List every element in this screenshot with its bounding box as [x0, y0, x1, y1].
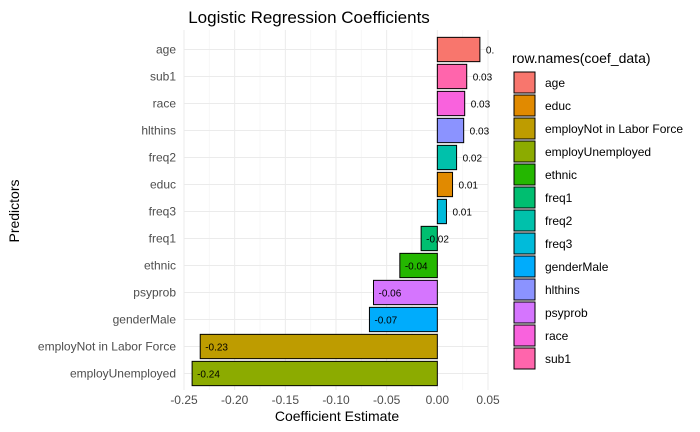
legend-key: [513, 117, 536, 140]
bar-race: [436, 90, 466, 117]
data-label: -0.04: [405, 262, 428, 273]
x-tick-label: -0.15: [272, 393, 300, 407]
data-label: 0.03: [470, 127, 490, 138]
x-tick-label: -0.10: [322, 393, 350, 407]
legend-key: [513, 255, 536, 278]
y-tick-label: age: [156, 43, 176, 57]
data-label: -0.24: [197, 370, 220, 381]
legend-key: [513, 324, 536, 347]
x-tick-label: -0.25: [170, 393, 198, 407]
x-tick-label: -0.20: [221, 393, 249, 407]
legend-title: row.names(coef_data): [512, 50, 651, 66]
legend-key: [513, 71, 536, 94]
legend-label: educ: [545, 99, 571, 113]
x-tick-label: -0.05: [373, 393, 401, 407]
y-tick-label: psyprob: [133, 286, 176, 300]
legend-label: ethnic: [545, 168, 577, 182]
legend-label: employNot in Labor Force: [545, 122, 683, 136]
y-tick-label: freq3: [149, 205, 177, 219]
bar-hlthins: [436, 117, 465, 144]
legend-label: genderMale: [545, 260, 609, 274]
data-label: -0.23: [205, 343, 228, 354]
y-tick-label: ethnic: [144, 259, 176, 273]
bar-freq1: [420, 225, 438, 252]
data-label: 0.01: [459, 181, 479, 192]
legend-key: [513, 94, 536, 117]
legend-label: freq2: [545, 214, 573, 228]
y-tick-label: educ: [150, 178, 176, 192]
y-axis-title: Predictors: [6, 179, 22, 242]
bar-psyprob: [372, 279, 438, 306]
legend-label: psyprob: [545, 306, 588, 320]
data-label: 0.03: [473, 73, 493, 84]
legend-label: age: [545, 76, 565, 90]
y-tick-label: employUnemployed: [70, 367, 176, 381]
legend-key: [513, 209, 536, 232]
legend-key: [513, 347, 536, 370]
y-tick-label: employNot in Labor Force: [38, 340, 176, 354]
x-tick-label: 0.05: [476, 393, 500, 407]
bar-freq2: [436, 144, 458, 171]
y-tick-label: hlthins: [141, 124, 176, 138]
legend-label: freq1: [545, 191, 573, 205]
legend-label: hlthins: [545, 283, 580, 297]
y-tick-label: freq2: [149, 151, 177, 165]
y-tick-label: race: [153, 97, 177, 111]
bar-freq3: [436, 198, 447, 225]
plot-area: age 0. sub1 0.03 race 0.03 hlthins 0.03 freq2 0.0…: [38, 30, 500, 407]
data-label: -0.07: [374, 316, 397, 327]
data-label: 0.01: [452, 208, 472, 219]
bar-educ: [436, 171, 454, 198]
bar-age: [436, 36, 481, 63]
x-tick-label: 0.00: [426, 393, 450, 407]
data-label: 0.03: [471, 100, 491, 111]
legend-key: [513, 301, 536, 324]
bar-sub1: [436, 63, 468, 90]
legend-key: [513, 232, 536, 255]
bar-employunemployed: [191, 360, 438, 387]
bar-ethnic: [399, 252, 438, 279]
legend-key: [513, 186, 536, 209]
legend-key: [513, 140, 536, 163]
legend-label: sub1: [545, 352, 571, 366]
legend-label: employUnemployed: [545, 145, 651, 159]
legend-label: freq3: [545, 237, 573, 251]
x-axis-title: Coefficient Estimate: [275, 408, 399, 424]
data-label: 0.: [486, 46, 494, 57]
bar-employnot-in-labor-force: [199, 333, 438, 360]
data-label: 0.02: [463, 154, 483, 165]
bar-gendermale: [368, 306, 438, 333]
data-label: -0.06: [378, 289, 401, 300]
y-tick-label: freq1: [149, 232, 177, 246]
y-tick-label: sub1: [150, 70, 176, 84]
data-label: -0.02: [426, 235, 449, 246]
legend-label: race: [545, 329, 569, 343]
legend-key: [513, 163, 536, 186]
legend: row.names(coef_data) age educ employNot in…: [512, 50, 683, 370]
legend-key: [513, 278, 536, 301]
y-tick-label: genderMale: [113, 313, 177, 327]
chart-title: Logistic Regression Coefficients: [188, 8, 430, 27]
